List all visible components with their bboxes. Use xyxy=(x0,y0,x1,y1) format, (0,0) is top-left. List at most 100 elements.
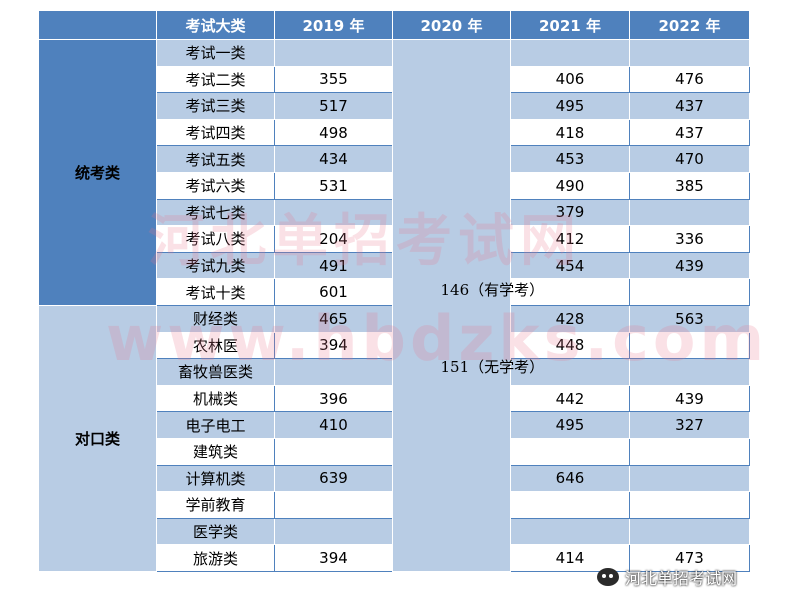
table-row: 对口类 财经类 465 428 563 xyxy=(38,304,750,572)
score-2019-cell xyxy=(274,517,393,546)
wechat-label: 河北单招考试网 xyxy=(625,569,738,588)
score-2021-cell: 442 xyxy=(510,384,630,413)
category-cell: 考试三类 xyxy=(156,92,275,120)
score-2022-cell xyxy=(629,464,750,493)
header-category: 考试大类 xyxy=(156,10,275,40)
category-cell: 财经类 xyxy=(156,304,275,333)
table-row: 建筑类 xyxy=(39,437,750,466)
category-cell: 旅游类 xyxy=(156,544,275,572)
category-cell: 考试一类 xyxy=(156,39,275,67)
category-cell: 建筑类 xyxy=(156,437,275,466)
score-2021-cell: 414 xyxy=(510,544,630,572)
score-2022-cell xyxy=(629,198,750,227)
table-row: 旅游类 394 414 473 xyxy=(39,544,750,572)
header-2021: 2021 年 xyxy=(510,10,630,40)
group-label-duikou: 对口类 xyxy=(38,304,157,572)
score-2019-cell xyxy=(274,358,393,386)
table-row: 考试十类 601 xyxy=(39,278,750,306)
group-label-tongkao: 统考类 xyxy=(38,39,157,306)
score-2022-cell: 563 xyxy=(629,304,750,333)
table-row: 机械类 396 442 439 xyxy=(39,384,750,413)
category-cell: 考试八类 xyxy=(156,225,275,253)
score-2021-cell xyxy=(510,491,630,519)
score-2019-cell: 396 xyxy=(274,384,393,413)
score-2022-cell: 470 xyxy=(629,145,750,173)
score-2019-cell: 465 xyxy=(274,304,393,333)
score-2019-cell: 531 xyxy=(274,171,393,200)
score-2021-cell: 428 xyxy=(510,304,630,333)
score-2019-cell: 517 xyxy=(274,92,393,120)
category-cell: 计算机类 xyxy=(156,464,275,493)
score-2021-cell xyxy=(510,437,630,466)
score-2022-cell: 439 xyxy=(629,384,750,413)
score-2022-cell xyxy=(629,517,750,546)
category-cell: 医学类 xyxy=(156,517,275,546)
score-2020-with-xuekao: 146（有学考） xyxy=(440,280,545,299)
score-2021-cell: 490 xyxy=(510,171,630,200)
wechat-icon xyxy=(597,568,619,586)
score-2019-cell: 639 xyxy=(274,464,393,493)
score-2021-cell xyxy=(510,517,630,546)
score-2019-cell: 204 xyxy=(274,225,393,253)
score-2019-cell xyxy=(274,491,393,519)
category-cell: 农林医 xyxy=(156,331,275,360)
score-2022-cell: 327 xyxy=(629,411,750,439)
score-2022-cell: 437 xyxy=(629,92,750,120)
category-cell: 考试七类 xyxy=(156,198,275,227)
score-2019-cell xyxy=(274,198,393,227)
header-2019: 2019 年 xyxy=(274,10,393,40)
score-2021-cell: 453 xyxy=(510,145,630,173)
category-cell: 考试二类 xyxy=(156,65,275,94)
score-2022-cell: 336 xyxy=(629,225,750,253)
table-row: 农林医 394 448 xyxy=(39,331,750,360)
score-2022-cell xyxy=(629,437,750,466)
score-2021-cell: 406 xyxy=(510,65,630,94)
score-2019-cell: 434 xyxy=(274,145,393,173)
score-2019-cell xyxy=(274,437,393,466)
score-2022-cell xyxy=(629,278,750,306)
score-2019-cell xyxy=(274,39,393,67)
header-row: 考试大类 2019 年 2020 年 2021 年 2022 年 xyxy=(38,10,750,40)
score-2019-cell: 394 xyxy=(274,544,393,572)
score-2021-cell: 495 xyxy=(510,411,630,439)
table-row: 计算机类 639 646 xyxy=(39,464,750,493)
score-2021-cell: 412 xyxy=(510,225,630,253)
table-row: 学前教育 xyxy=(39,491,750,519)
category-cell: 考试六类 xyxy=(156,171,275,200)
category-cell: 考试五类 xyxy=(156,145,275,173)
category-cell: 电子电工 xyxy=(156,411,275,439)
score-2021-cell: 379 xyxy=(510,198,630,227)
category-cell: 学前教育 xyxy=(156,491,275,519)
score-2019-cell: 491 xyxy=(274,251,393,280)
score-2021-cell: 495 xyxy=(510,92,630,120)
score-2021-cell xyxy=(510,39,630,67)
table-row: 考试五类 434 453 470 xyxy=(39,145,750,173)
wechat-badge: 河北单招考试网 xyxy=(597,565,737,589)
table-row: 考试八类 204 412 336 xyxy=(39,225,750,253)
table-row: 考试九类 491 454 439 xyxy=(39,251,750,280)
table-row: 统考类 考试一类 146（有学考） 151（无学考） xyxy=(38,39,750,572)
score-2019-cell: 601 xyxy=(274,278,393,306)
score-2022-cell: 476 xyxy=(629,65,750,94)
score-2021-cell: 454 xyxy=(510,251,630,280)
category-cell: 考试十类 xyxy=(156,278,275,306)
score-2020-cell: 146（有学考） 151（无学考） xyxy=(392,39,544,572)
score-2022-cell: 473 xyxy=(629,544,750,572)
score-2021-cell xyxy=(510,278,630,306)
score-2021-cell: 646 xyxy=(510,464,630,493)
table-row: 电子电工 410 495 327 xyxy=(39,411,750,439)
score-2019-cell: 355 xyxy=(274,65,393,94)
category-cell: 考试四类 xyxy=(156,118,275,147)
score-2021-cell: 448 xyxy=(510,331,630,360)
table-row: 考试七类 379 xyxy=(39,198,750,227)
score-2022-cell: 437 xyxy=(629,118,750,147)
score-2022-cell xyxy=(629,331,750,360)
score-2022-cell xyxy=(629,491,750,519)
score-2019-cell: 394 xyxy=(274,331,393,360)
table-row: 考试三类 517 495 437 xyxy=(39,92,750,120)
category-cell: 考试九类 xyxy=(156,251,275,280)
header-2020: 2020 年 xyxy=(392,10,511,40)
score-2022-cell: 385 xyxy=(629,171,750,200)
score-table: 考试大类 2019 年 2020 年 2021 年 2022 年 统考类 考试一类… xyxy=(38,10,750,572)
